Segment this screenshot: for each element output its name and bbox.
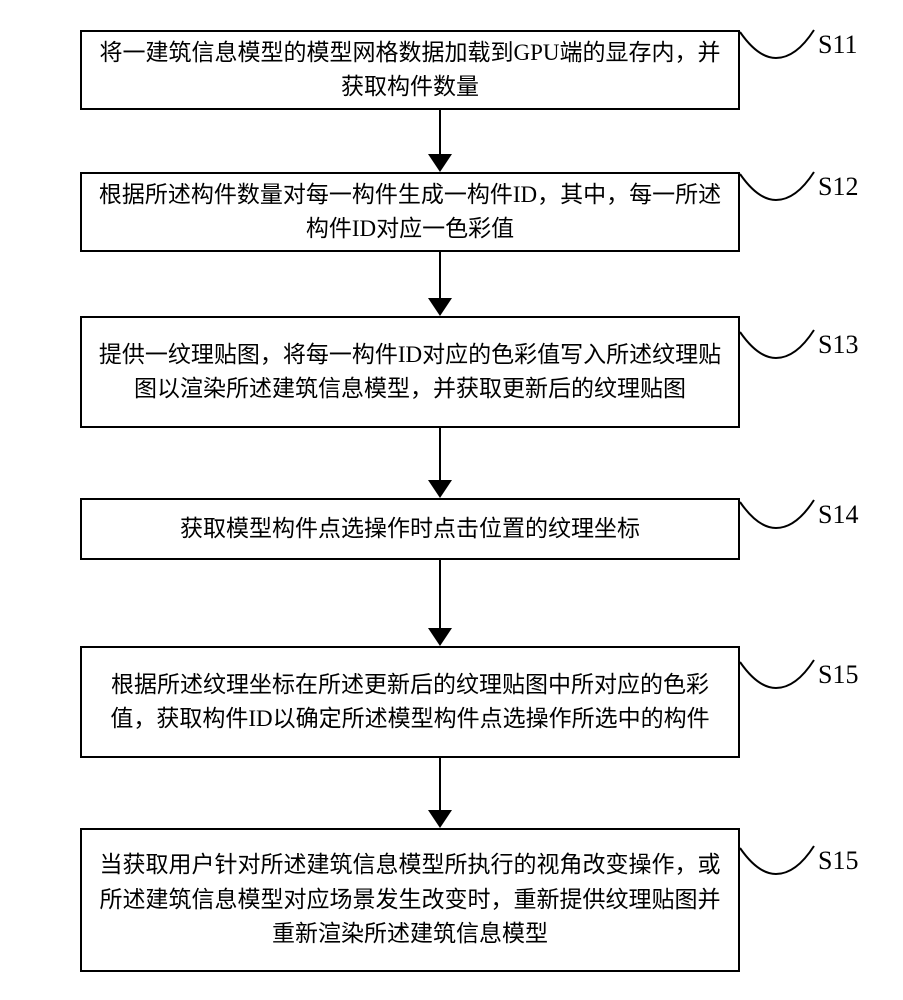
flow-step-s11: 将一建筑信息模型的模型网格数据加载到GPU端的显存内，并获取构件数量: [80, 30, 740, 110]
step-label-s14: S14: [818, 500, 858, 530]
step-label-s15a: S15: [818, 660, 858, 690]
step-text: 当获取用户针对所述建筑信息模型所执行的视角改变操作，或所述建筑信息模型对应场景发…: [98, 848, 722, 952]
step-text: 根据所述构件数量对每一构件生成一构件ID，其中，每一所述构件ID对应一色彩值: [98, 178, 722, 247]
step-label-s12: S12: [818, 172, 858, 202]
step-label-s15b: S15: [818, 846, 858, 876]
arrow-head-2: [428, 480, 452, 498]
step-text: 将一建筑信息模型的模型网格数据加载到GPU端的显存内，并获取构件数量: [98, 36, 722, 105]
arrow-head-0: [428, 154, 452, 172]
flow-step-s15b: 当获取用户针对所述建筑信息模型所执行的视角改变操作，或所述建筑信息模型对应场景发…: [80, 828, 740, 972]
step-text: 获取模型构件点选操作时点击位置的纹理坐标: [180, 512, 640, 547]
label-connector-s11: [740, 24, 818, 68]
flow-step-s14: 获取模型构件点选操作时点击位置的纹理坐标: [80, 498, 740, 560]
arrow-head-3: [428, 628, 452, 646]
label-connector-s12: [740, 166, 818, 210]
label-connector-s13: [740, 324, 818, 368]
arrow-head-4: [428, 810, 452, 828]
step-label-s11: S11: [818, 30, 858, 60]
label-connector-s14: [740, 494, 818, 538]
step-text: 根据所述纹理坐标在所述更新后的纹理贴图中所对应的色彩值，获取构件ID以确定所述模…: [98, 668, 722, 737]
flow-step-s12: 根据所述构件数量对每一构件生成一构件ID，其中，每一所述构件ID对应一色彩值: [80, 172, 740, 252]
step-label-s13: S13: [818, 330, 858, 360]
arrow-head-1: [428, 298, 452, 316]
flow-step-s13: 提供一纹理贴图，将每一构件ID对应的色彩值写入所述纹理贴图以渲染所述建筑信息模型…: [80, 316, 740, 428]
label-connector-s15b: [740, 840, 818, 884]
flow-step-s15a: 根据所述纹理坐标在所述更新后的纹理贴图中所对应的色彩值，获取构件ID以确定所述模…: [80, 646, 740, 758]
label-connector-s15a: [740, 654, 818, 698]
step-text: 提供一纹理贴图，将每一构件ID对应的色彩值写入所述纹理贴图以渲染所述建筑信息模型…: [98, 338, 722, 407]
